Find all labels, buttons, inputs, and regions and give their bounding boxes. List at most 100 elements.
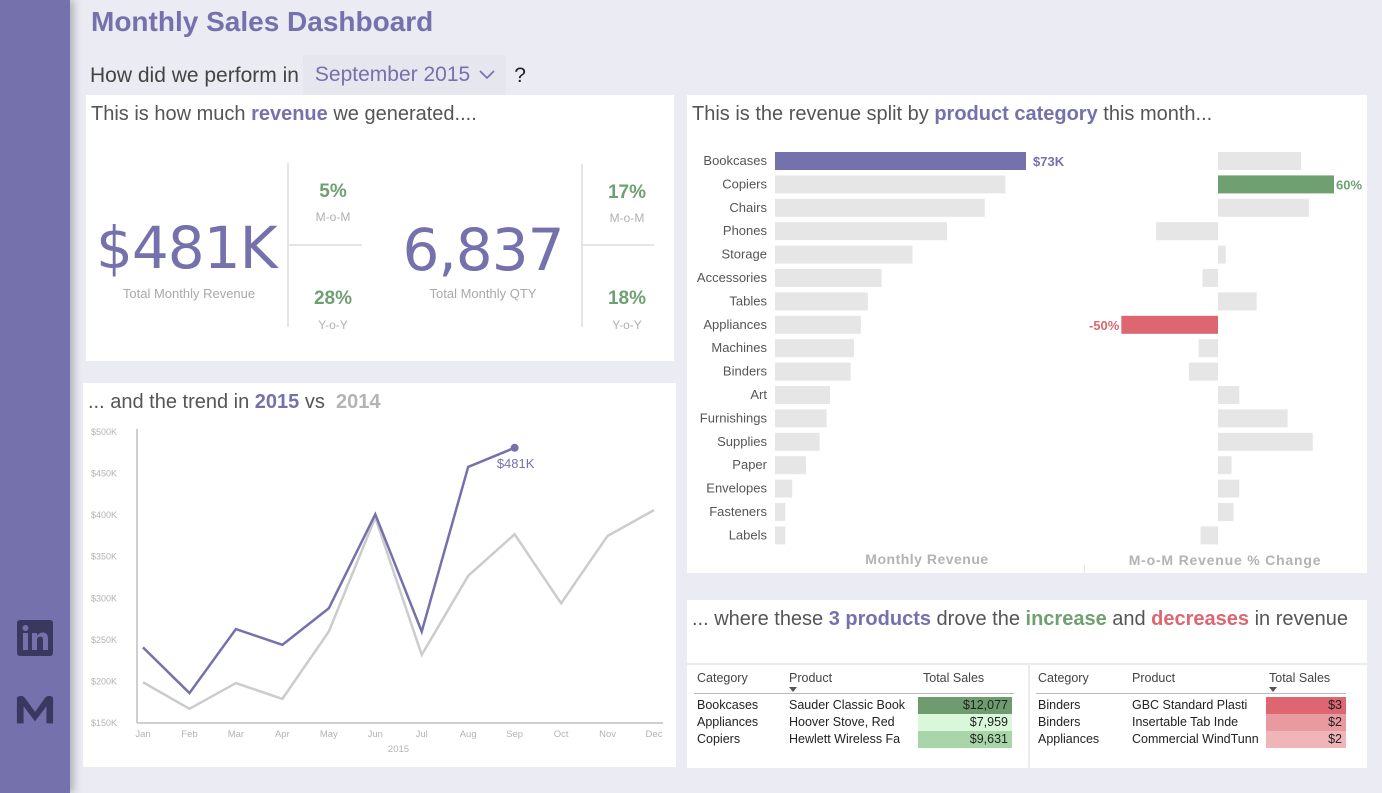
sort-desc-icon[interactable]	[1269, 687, 1277, 692]
column-header-category[interactable]: Category	[1038, 671, 1089, 685]
sidebar	[0, 0, 70, 793]
header-separator	[694, 693, 1014, 694]
x-tick-label: Oct	[554, 729, 569, 740]
chevron-down-icon	[479, 70, 495, 80]
x-tick-label: Jul	[416, 729, 428, 740]
cell-category: Binders	[1038, 715, 1081, 729]
mom-bar	[1156, 222, 1218, 241]
divider	[582, 244, 654, 246]
category-label: Accessories	[697, 270, 768, 285]
column-header-category[interactable]: Category	[697, 671, 748, 685]
mom-bar	[1218, 456, 1232, 475]
table-row[interactable]: Copiers Hewlett Wireless Fa $9,631	[687, 731, 1028, 748]
table-row[interactable]: Bookcases Sauder Classic Book $12,077	[687, 697, 1028, 714]
revenue-bar	[775, 432, 820, 451]
series-line-2014	[142, 509, 655, 711]
cell-total-sales: $12,077	[918, 697, 1012, 714]
axis-title-mom: M-o-M Revenue % Change	[1129, 552, 1322, 568]
qty-mom-value: 17%	[607, 182, 647, 203]
divider	[1028, 665, 1030, 768]
title-year-2015: 2015	[254, 391, 300, 413]
revenue-bar	[775, 152, 1026, 170]
x-tick-label: May	[320, 729, 338, 740]
cell-product: Hewlett Wireless Fa	[789, 732, 901, 746]
cell-product: GBC Standard Plasti	[1132, 698, 1248, 712]
mom-bar	[1218, 152, 1302, 170]
x-axis-label: 2015	[388, 744, 409, 755]
revenue-bar	[775, 339, 855, 358]
qty-mom-label: M-o-M	[609, 211, 645, 225]
qty-yoy-value: 18%	[607, 288, 647, 309]
title-text: vs	[299, 391, 336, 413]
series-line-2015	[142, 446, 516, 695]
title-highlight: 3 products	[828, 608, 931, 630]
revenue-bar	[775, 245, 913, 264]
x-tick-label: Jan	[135, 729, 150, 740]
category-bar-charts: Bookcases $73K Copiers Chairs Phones Storage A…	[697, 152, 1362, 568]
category-label: Phones	[723, 223, 768, 238]
cell-total-sales: $9,631	[918, 731, 1012, 748]
revenue-yoy-value: 28%	[313, 288, 353, 309]
title-highlight: product category	[934, 103, 1098, 125]
category-label: Supplies	[717, 434, 767, 449]
column-header-total-sales[interactable]: Total Sales	[1269, 671, 1331, 685]
revenue-label: Total Monthly Revenue	[122, 286, 256, 301]
table-row[interactable]: Appliances Hoover Stove, Red $7,959	[687, 714, 1028, 731]
axis-title-revenue: Monthly Revenue	[865, 551, 988, 567]
decrease-table: Category Product Total Sales Binders GBC …	[1030, 665, 1367, 765]
x-tick-label: Dec	[646, 729, 663, 740]
y-tick-label: $150K	[91, 718, 117, 728]
medium-icon[interactable]	[15, 690, 55, 730]
category-label: Fasteners	[709, 504, 767, 519]
revenue-bar	[775, 315, 861, 334]
title-text: ... and the trend in	[88, 391, 255, 413]
title-text: and	[1106, 608, 1152, 630]
mom-bar	[1218, 198, 1309, 217]
month-dropdown-value: September 2015	[314, 63, 471, 86]
mom-bar	[1198, 339, 1218, 358]
x-tick-label: Jun	[368, 729, 383, 740]
qty-yoy-label: Y-o-Y	[612, 318, 642, 332]
qty-label: Total Monthly QTY	[429, 286, 537, 301]
revenue-data-label: $73K	[1033, 154, 1065, 169]
y-tick-label: $350K	[91, 552, 117, 562]
mom-bar	[1121, 315, 1218, 334]
cell-category: Copiers	[697, 732, 741, 746]
kpi-card-title: This is how much revenue we generated...…	[91, 103, 477, 126]
category-label: Furnishings	[700, 410, 768, 425]
month-dropdown[interactable]: September 2015	[302, 55, 507, 97]
column-header-total-sales[interactable]: Total Sales	[923, 671, 985, 685]
x-tick-label: Sep	[506, 729, 523, 740]
category-label: Paper	[732, 457, 767, 472]
products-card-title: ... where these 3 products drove the inc…	[692, 608, 1348, 631]
revenue-bar	[775, 198, 985, 217]
cell-total-sales: $3	[1266, 697, 1346, 714]
kpi-card: This is how much revenue we generated...…	[86, 95, 674, 361]
divider	[288, 244, 362, 246]
y-tick-label: $200K	[91, 676, 117, 686]
sort-desc-icon[interactable]	[789, 687, 797, 692]
y-tick-label: $450K	[91, 469, 117, 479]
page-title: Monthly Sales Dashboard	[91, 6, 434, 37]
mom-data-label: 60%	[1336, 177, 1362, 192]
title-year-2014: 2014	[335, 391, 381, 413]
column-header-product[interactable]: Product	[789, 671, 833, 685]
data-label: $481K	[497, 456, 535, 471]
title-text: This is how much	[91, 103, 252, 125]
table-row[interactable]: Appliances Commercial WindTunn $2	[1030, 731, 1367, 748]
cell-category: Bookcases	[697, 698, 759, 712]
title-text: This is the revenue split by	[692, 103, 935, 125]
category-label: Machines	[711, 340, 767, 355]
table-row[interactable]: Binders GBC Standard Plasti $3	[1030, 697, 1367, 714]
category-label: Art	[750, 387, 767, 402]
question-suffix: ?	[514, 64, 526, 87]
cell-category: Binders	[1038, 698, 1081, 712]
category-label: Bookcases	[703, 153, 767, 168]
linkedin-icon[interactable]	[15, 618, 55, 658]
revenue-bar	[775, 409, 827, 428]
mom-bar	[1218, 175, 1334, 194]
title-highlight: revenue	[251, 103, 328, 125]
title-text: we generated....	[327, 103, 477, 125]
column-header-product[interactable]: Product	[1132, 671, 1176, 685]
table-row[interactable]: Binders Insertable Tab Inde $2	[1030, 714, 1367, 731]
